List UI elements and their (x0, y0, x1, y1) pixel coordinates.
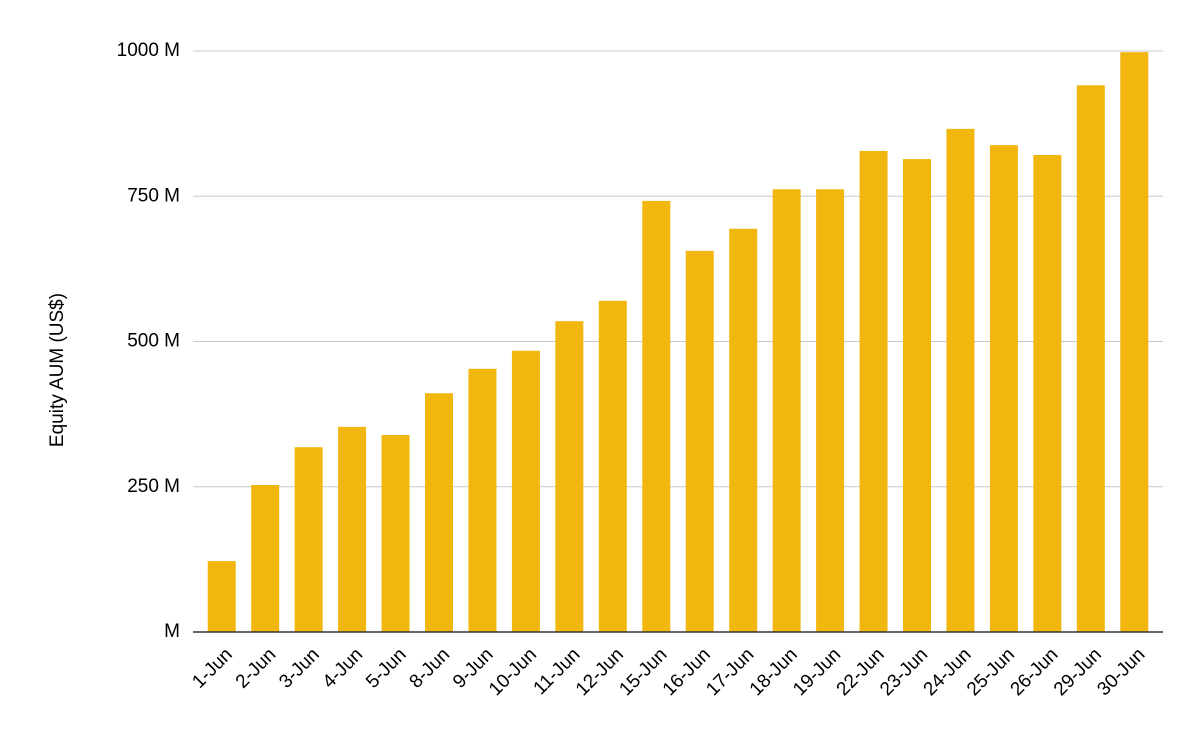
x-tick-label: 19-Jun (789, 644, 845, 700)
bar (1076, 85, 1105, 633)
x-tick-label: 10-Jun (485, 644, 541, 700)
bar (555, 321, 584, 632)
x-tick-label: 15-Jun (615, 644, 671, 700)
bar (294, 447, 323, 632)
y-axis-title: Equity AUM (US$) (47, 293, 68, 447)
x-tick-label: 30-Jun (1093, 644, 1149, 700)
x-tick-label: 16-Jun (659, 644, 715, 700)
x-tick-label: 29-Jun (1050, 644, 1106, 700)
x-tick-label: 1-Jun (188, 644, 236, 692)
x-tick-label: 24-Jun (920, 644, 976, 700)
bar (1120, 52, 1149, 633)
x-tick-label: 17-Jun (702, 644, 758, 700)
bar (903, 159, 931, 633)
bar (729, 228, 758, 632)
bar (642, 200, 671, 632)
bar (598, 300, 627, 632)
x-tick-label: 3-Jun (275, 644, 323, 692)
x-tick-label: 26-Jun (1007, 644, 1063, 700)
y-tick-label: M (164, 621, 180, 642)
bar (468, 368, 497, 632)
x-tick-label: 23-Jun (876, 644, 932, 700)
x-tick-label: 12-Jun (572, 644, 628, 700)
bar (685, 250, 714, 632)
bar (816, 189, 845, 632)
x-tick-label: 18-Jun (746, 644, 802, 700)
bar (381, 435, 410, 632)
y-tick-label: 1000 M (117, 40, 180, 61)
y-tick-label: 250 M (127, 476, 180, 497)
bar (207, 561, 236, 632)
x-tick-label: 2-Jun (232, 644, 280, 692)
bar (772, 189, 801, 632)
bar (1033, 154, 1062, 632)
bar (859, 150, 888, 632)
x-tick-label: 8-Jun (406, 644, 454, 692)
bar (989, 145, 1018, 632)
y-tick-label: 750 M (127, 185, 180, 206)
bar (511, 350, 540, 632)
x-tick-label: 22-Jun (833, 644, 889, 700)
bar (946, 128, 975, 632)
x-tick-label: 5-Jun (362, 644, 410, 692)
y-tick-label: 500 M (127, 331, 180, 352)
x-tick-label: 4-Jun (319, 644, 367, 692)
x-tick-label: 25-Jun (963, 644, 1019, 700)
bar (425, 393, 453, 632)
bar (338, 426, 367, 632)
bar (251, 485, 280, 632)
